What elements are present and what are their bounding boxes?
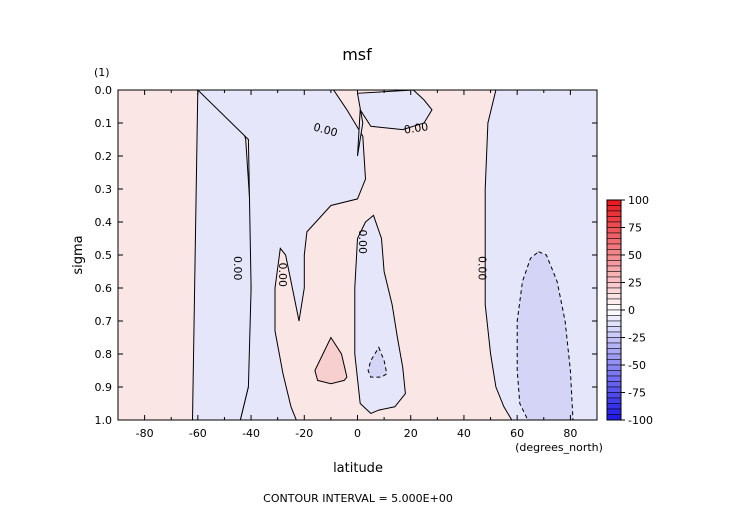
contour-label-1: 0.00 xyxy=(312,121,339,140)
x-tick-label: -80 xyxy=(136,427,154,440)
y-axis: 0.0 0.1 0.2 0.3 0.4 0.5 0.6 0.7 0.8 0.9 1.0 xyxy=(95,84,597,427)
colorbar-band xyxy=(606,309,622,316)
contour-region-6 xyxy=(314,336,348,385)
colorbar-band xyxy=(606,315,622,322)
colorbar-band xyxy=(606,287,622,294)
colorbar-band xyxy=(606,348,622,355)
contour-region-3 xyxy=(356,90,433,157)
y-tick-label: 0.0 xyxy=(95,84,113,97)
x-tick-label: -20 xyxy=(295,427,313,440)
x-tick-label: 40 xyxy=(457,427,471,440)
colorbar-band xyxy=(606,304,622,311)
colorbar-tick-label: -50 xyxy=(628,359,646,372)
x-units-note: (degrees_north) xyxy=(515,441,603,454)
contour-label-3: 0.00 xyxy=(231,256,244,281)
colorbar-band xyxy=(606,254,622,261)
contour-interval-footer: CONTOUR INTERVAL = 5.000E+00 xyxy=(263,492,453,505)
colorbar-band xyxy=(606,370,622,377)
colorbar-tick-label: 100 xyxy=(628,194,649,207)
colorbar-band xyxy=(606,337,622,344)
x-tick-label: 80 xyxy=(563,427,577,440)
colorbar: 100 75 50 25 0 -25 -50 -75 -100 xyxy=(606,194,653,427)
contour-regions xyxy=(191,90,597,420)
colorbar-band xyxy=(606,293,622,300)
colorbar-tick-label: 50 xyxy=(628,249,642,262)
y-tick-label: 0.7 xyxy=(95,315,113,328)
colorbar-band xyxy=(606,298,622,305)
colorbar-band xyxy=(606,271,622,278)
colorbar-band xyxy=(606,210,622,217)
x-tick-label: -40 xyxy=(242,427,260,440)
x-tick-label: 60 xyxy=(510,427,524,440)
colorbar-tick-label: 0 xyxy=(628,304,635,317)
y-axis-label: sigma xyxy=(71,235,86,274)
colorbar-band xyxy=(606,381,622,388)
y-tick-label: 1.0 xyxy=(95,414,113,427)
colorbar-band xyxy=(606,260,622,267)
contour-region-2 xyxy=(197,90,367,420)
x-tick-label: 20 xyxy=(404,427,418,440)
colorbar-band xyxy=(606,403,622,410)
colorbar-band xyxy=(606,353,622,360)
colorbar-band xyxy=(606,342,622,349)
colorbar-band xyxy=(606,216,622,223)
colorbar-band xyxy=(606,227,622,234)
colorbar-tick-label: 75 xyxy=(628,222,642,235)
plot-area: 0.00 0.00 0.00 0.00 0.00 0.00 xyxy=(117,89,598,421)
contour-region-7 xyxy=(367,346,388,378)
y-tick-label: 0.6 xyxy=(95,282,113,295)
colorbar-band xyxy=(606,331,622,338)
x-axis-label: latitude xyxy=(333,461,383,476)
colorbar-band xyxy=(606,414,622,421)
colorbar-band xyxy=(606,199,622,206)
y-tick-label: 0.9 xyxy=(95,381,113,394)
contour-labels: 0.00 0.00 0.00 0.00 0.00 0.00 xyxy=(231,120,489,287)
colorbar-band xyxy=(606,249,622,256)
colorbar-tick-label: -25 xyxy=(628,332,646,345)
colorbar-band xyxy=(606,392,622,399)
colorbar-band xyxy=(606,364,622,371)
chart-title: msf xyxy=(342,45,372,64)
contour-label-6: 0.00 xyxy=(476,256,489,281)
contour-label-2: 0.00 xyxy=(403,120,429,136)
y-tick-label: 0.8 xyxy=(95,348,113,361)
y-tick-label: 0.3 xyxy=(95,183,113,196)
colorbar-band xyxy=(606,276,622,283)
colorbar-band xyxy=(606,243,622,250)
colorbar-band xyxy=(606,375,622,382)
colorbar-band xyxy=(606,359,622,366)
contour-label-5: 0.00 xyxy=(356,230,369,255)
colorbar-band xyxy=(606,320,622,327)
units-label: (1) xyxy=(94,66,110,79)
y-tick-label: 0.1 xyxy=(95,117,113,130)
colorbar-tick-label: -75 xyxy=(628,387,646,400)
contour-label-4: 0.00 xyxy=(276,263,289,288)
colorbar-band xyxy=(606,326,622,333)
contour-region-8 xyxy=(516,251,574,420)
colorbar-band xyxy=(606,205,622,212)
x-tick-label: 0 xyxy=(354,427,361,440)
colorbar-band xyxy=(606,265,622,272)
colorbar-band xyxy=(606,238,622,245)
colorbar-band xyxy=(606,221,622,228)
x-tick-label: -60 xyxy=(189,427,207,440)
colorbar-band xyxy=(606,282,622,289)
y-tick-label: 0.5 xyxy=(95,249,113,262)
colorbar-band xyxy=(606,408,622,415)
contour-region-4 xyxy=(354,214,406,414)
y-tick-label: 0.2 xyxy=(95,150,113,163)
y-tick-label: 0.4 xyxy=(95,216,113,229)
colorbar-tick-label: -100 xyxy=(628,414,653,427)
x-axis: -80 -60 -40 -20 0 20 40 60 80 xyxy=(117,90,598,440)
colorbar-band xyxy=(606,397,622,404)
colorbar-band xyxy=(606,386,622,393)
colorbar-tick-label: 25 xyxy=(628,277,642,290)
colorbar-band xyxy=(606,232,622,239)
